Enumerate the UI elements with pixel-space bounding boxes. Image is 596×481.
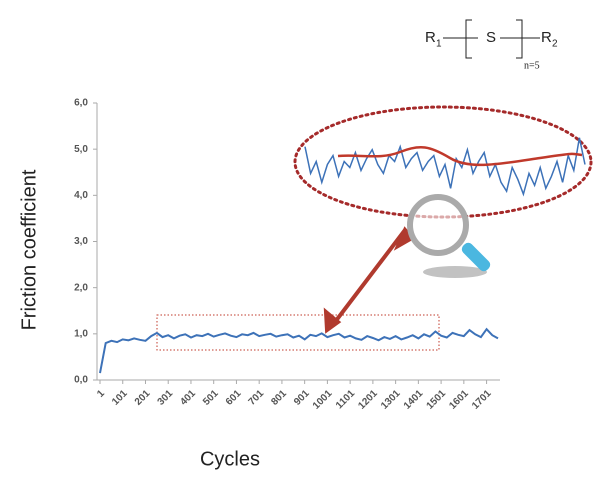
y-tick-label: 2,0 xyxy=(74,282,88,293)
x-tick-label: 1701 xyxy=(470,388,494,412)
y-tick-label: 1,0 xyxy=(74,328,88,339)
y-tick-label: 0,0 xyxy=(74,375,88,386)
y-tick-label: 6,0 xyxy=(74,98,88,109)
formula-r2-sub: 2 xyxy=(552,39,558,50)
x-tick-label: 1501 xyxy=(425,388,449,412)
x-tick-label: 1401 xyxy=(402,388,426,412)
x-tick-label: 901 xyxy=(292,388,312,408)
x-tick-label: 501 xyxy=(201,388,221,408)
formula: R 1 S R 2 n=5 xyxy=(425,19,558,71)
x-tick-label: 601 xyxy=(224,388,244,408)
formula-r2: R xyxy=(541,29,552,46)
x-tick-label: 1101 xyxy=(334,388,357,411)
x-tick-label: 701 xyxy=(247,388,267,408)
y-axis-title: Friction coefficient xyxy=(18,169,40,330)
magnifier xyxy=(407,194,491,278)
x-tick-label: 801 xyxy=(269,388,289,408)
x-tick-label: 1 xyxy=(95,388,107,400)
y-tick-label: 3,0 xyxy=(74,236,88,247)
x-tick-label: 101 xyxy=(110,388,130,408)
x-tick-label: 301 xyxy=(156,388,176,408)
x-tick-label: 1301 xyxy=(379,388,403,412)
zoom-region xyxy=(156,314,440,351)
y-tick-label: 5,0 xyxy=(74,144,88,155)
y-tick-label: 4,0 xyxy=(74,190,88,201)
arrow xyxy=(323,226,416,334)
x-tick-label: 201 xyxy=(133,388,153,408)
s-bg xyxy=(484,28,500,48)
formula-s: S xyxy=(486,29,496,46)
trend-line xyxy=(337,145,583,167)
x-tick-label: 1601 xyxy=(447,388,471,412)
formula-r1-sub: 1 xyxy=(436,39,442,50)
x-tick-label: 1001 xyxy=(311,388,335,412)
x-axis-title: Cycles xyxy=(200,448,260,470)
x-tick-label: 401 xyxy=(178,388,198,408)
line xyxy=(99,327,499,374)
formula-r1: R xyxy=(425,29,436,46)
bracket xyxy=(465,19,523,59)
x-tick-label: 1201 xyxy=(356,388,380,412)
inset-line xyxy=(304,137,586,197)
formula-n: n=5 xyxy=(524,60,540,71)
inset xyxy=(304,137,586,197)
